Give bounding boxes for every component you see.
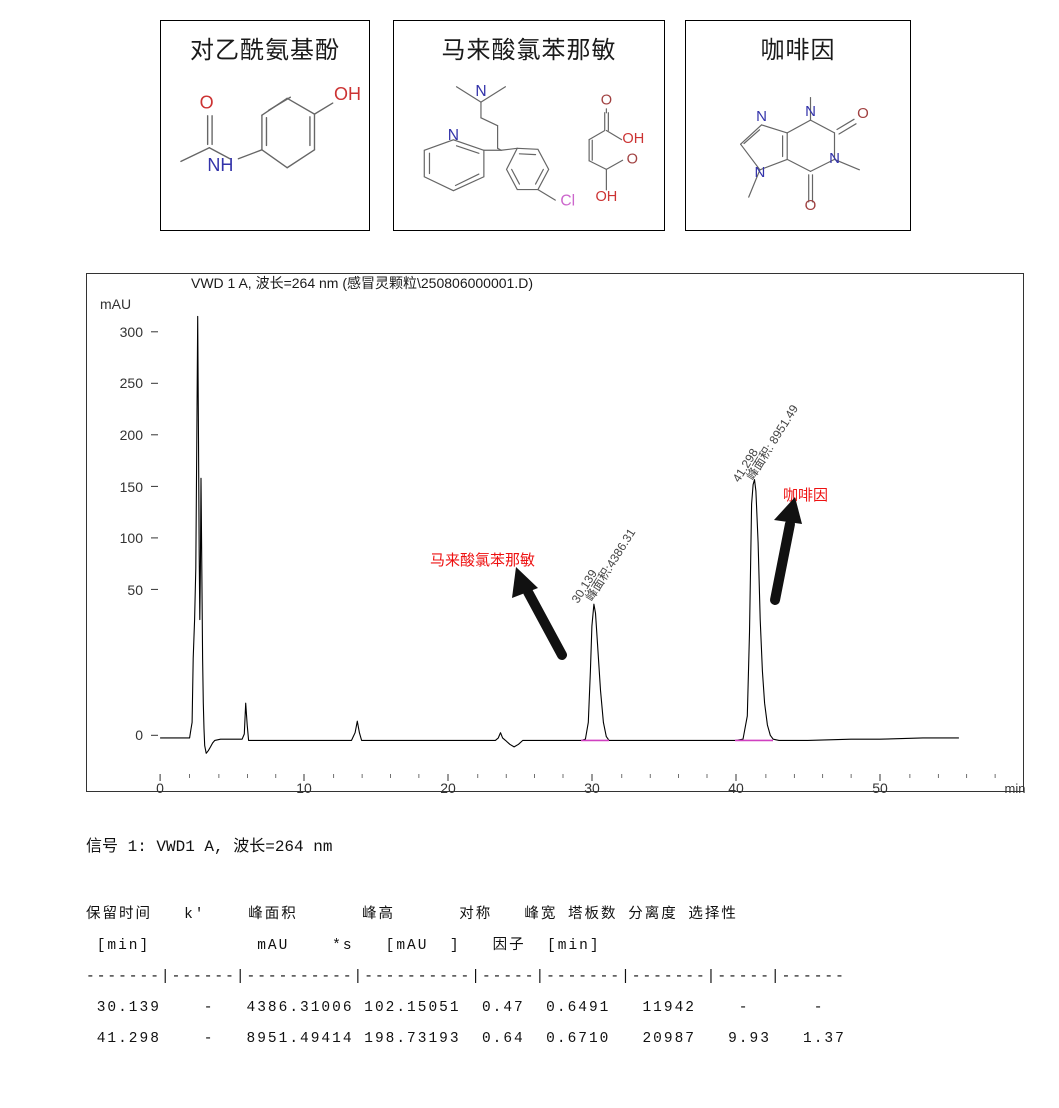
svg-text:50: 50 bbox=[872, 780, 888, 796]
svg-text:150: 150 bbox=[120, 479, 144, 495]
svg-text:min: min bbox=[1005, 781, 1026, 796]
svg-text:50: 50 bbox=[127, 582, 143, 598]
svg-text:40: 40 bbox=[728, 780, 744, 796]
svg-text:0: 0 bbox=[156, 780, 164, 796]
svg-text:咖啡因: 咖啡因 bbox=[783, 487, 828, 504]
svg-text:100: 100 bbox=[120, 530, 144, 546]
svg-text:200: 200 bbox=[120, 427, 144, 443]
svg-text:30: 30 bbox=[584, 780, 600, 796]
svg-text:mAU: mAU bbox=[100, 296, 131, 312]
svg-text:300: 300 bbox=[120, 324, 144, 340]
svg-text:马来酸氯苯那敏: 马来酸氯苯那敏 bbox=[430, 552, 535, 569]
svg-text:0: 0 bbox=[135, 727, 143, 743]
svg-text:250: 250 bbox=[120, 375, 144, 391]
svg-text:20: 20 bbox=[440, 780, 456, 796]
svg-text:峰面积: 8951.49: 峰面积: 8951.49 bbox=[744, 402, 802, 483]
svg-text:10: 10 bbox=[296, 780, 312, 796]
svg-text:VWD 1 A, 波长=264 nm (感冒灵颗粒\2508: VWD 1 A, 波长=264 nm (感冒灵颗粒\250806000001.D… bbox=[191, 275, 533, 291]
svg-text:峰面积:4386.31: 峰面积:4386.31 bbox=[583, 526, 639, 604]
